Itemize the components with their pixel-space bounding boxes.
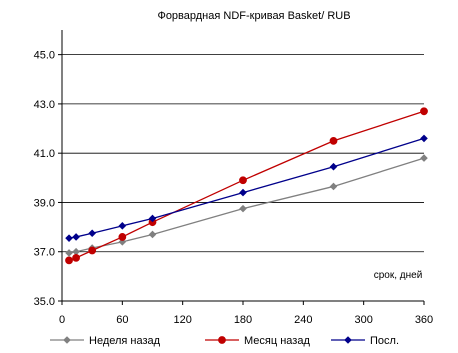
legend-marker — [218, 336, 226, 344]
x-axis-annotation: срок, дней — [374, 270, 423, 281]
series-2 — [65, 107, 428, 265]
data-point — [88, 246, 97, 255]
data-point — [329, 136, 338, 145]
data-point — [420, 154, 428, 162]
legend-item-3: Посл. — [331, 335, 399, 347]
data-point — [118, 238, 127, 246]
data-point — [148, 214, 157, 223]
data-point — [118, 222, 127, 230]
series-layer — [65, 107, 428, 265]
data-point — [148, 230, 157, 239]
y-tick-label: 43.0 — [34, 99, 55, 111]
chart-title: Форвардная NDF-кривая Basket/ RUB — [157, 10, 350, 22]
legend-item-1: Неделя назад — [50, 335, 161, 347]
data-point — [118, 233, 127, 241]
y-tick-label: 45.0 — [34, 50, 55, 62]
data-point — [239, 204, 247, 213]
y-tick-label: 35.0 — [34, 296, 55, 308]
data-point — [420, 107, 428, 116]
data-point — [72, 253, 80, 262]
legend-label: Неделя назад — [89, 335, 161, 347]
x-axis-ticks: 0 60 120 180 240 300 360 — [59, 301, 433, 326]
x-tick-label: 120 — [173, 314, 191, 326]
axes — [61, 30, 424, 302]
legend: Неделя назад Месяц назад Посл. — [50, 335, 399, 347]
data-point — [65, 256, 73, 265]
y-tick-label: 41.0 — [34, 148, 55, 160]
x-tick-label: 360 — [415, 314, 433, 326]
grid-lines — [62, 54, 424, 253]
data-point — [88, 229, 96, 238]
data-point — [72, 233, 80, 241]
data-point — [329, 162, 338, 171]
data-point — [329, 182, 338, 191]
y-tick-label: 37.0 — [34, 247, 55, 259]
x-tick-label: 60 — [116, 314, 128, 326]
legend-marker — [344, 336, 352, 344]
data-point — [65, 234, 73, 242]
data-point — [65, 249, 73, 257]
legend-marker — [63, 336, 71, 344]
series-1 — [65, 154, 428, 257]
series-3 — [65, 134, 428, 242]
legend-item-2: Месяц назад — [205, 335, 310, 347]
x-tick-label: 0 — [59, 314, 65, 326]
data-point — [239, 188, 247, 197]
legend-label: Месяц назад — [244, 335, 310, 347]
data-point — [239, 176, 247, 185]
data-point — [420, 134, 428, 143]
legend-label: Посл. — [370, 335, 399, 347]
x-tick-label: 300 — [354, 314, 372, 326]
x-tick-label: 180 — [234, 314, 252, 326]
data-point — [72, 247, 80, 256]
x-tick-label: 240 — [294, 314, 312, 326]
y-axis-ticks: 35.0 37.0 39.0 41.0 43.0 45.0 — [34, 50, 62, 308]
y-tick-label: 39.0 — [34, 197, 55, 209]
